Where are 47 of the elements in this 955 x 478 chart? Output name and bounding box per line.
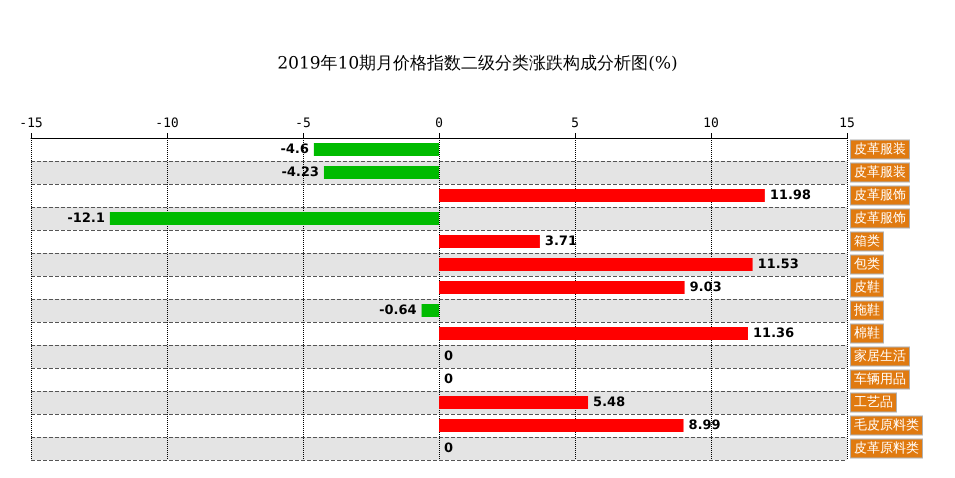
data-label: 8.99 bbox=[688, 418, 721, 433]
y-tick-label: 拖鞋 bbox=[853, 303, 880, 318]
bar bbox=[439, 281, 685, 294]
data-label: 11.36 bbox=[752, 326, 794, 341]
bar bbox=[110, 212, 439, 225]
y-tick-label: 皮革原料类 bbox=[854, 441, 919, 456]
data-label: -4.6 bbox=[280, 142, 309, 157]
y-tick-label: 皮鞋 bbox=[854, 280, 880, 295]
y-tick-label: 箱类 bbox=[854, 234, 880, 249]
data-label: 5.48 bbox=[593, 395, 626, 410]
bar bbox=[439, 396, 588, 409]
x-tick-label: 0 bbox=[435, 116, 443, 131]
y-tick-label: 棉鞋 bbox=[854, 326, 880, 341]
data-label: -12.1 bbox=[67, 211, 105, 226]
data-label: 9.03 bbox=[690, 280, 722, 295]
chart-title: 2019年10期月价格指数二级分类涨跌构成分析图(%) bbox=[277, 54, 678, 74]
data-label: 11.98 bbox=[770, 188, 811, 203]
y-tick-label: 皮革服饰 bbox=[854, 188, 906, 203]
y-tick-label: 家居生活 bbox=[854, 348, 906, 364]
y-tick-label: 皮革服饰 bbox=[854, 211, 906, 226]
bar bbox=[314, 143, 439, 156]
bar bbox=[439, 235, 540, 248]
bar bbox=[422, 304, 439, 317]
bar bbox=[439, 419, 684, 432]
y-tick-label: 工艺品 bbox=[854, 395, 893, 410]
y-tick-label: 皮革服装 bbox=[854, 142, 906, 157]
x-tick-label: -10 bbox=[155, 116, 179, 131]
data-label: -0.64 bbox=[379, 303, 417, 318]
bar bbox=[439, 189, 765, 202]
x-tick-label: 5 bbox=[571, 116, 579, 131]
y-tick-label: 皮革服装 bbox=[854, 165, 906, 180]
y-tick-label: 毛皮原料类 bbox=[854, 418, 919, 433]
x-tick-label: 15 bbox=[839, 116, 855, 131]
x-tick-label: -15 bbox=[19, 116, 43, 131]
data-label: 0 bbox=[444, 441, 454, 456]
data-label: -4.23 bbox=[281, 165, 319, 180]
bar bbox=[439, 258, 753, 271]
x-tick-label: 10 bbox=[703, 116, 719, 131]
x-tick-label: -5 bbox=[295, 116, 311, 131]
data-label: 11.53 bbox=[758, 257, 799, 272]
data-label: 0 bbox=[444, 349, 454, 364]
bar bbox=[324, 166, 439, 179]
data-label: 3.71 bbox=[544, 234, 577, 249]
data-label: 0 bbox=[444, 372, 454, 387]
y-tick-label: 包类 bbox=[854, 257, 880, 272]
bar bbox=[439, 327, 748, 340]
y-tick-label: 车辆用品 bbox=[854, 372, 906, 387]
